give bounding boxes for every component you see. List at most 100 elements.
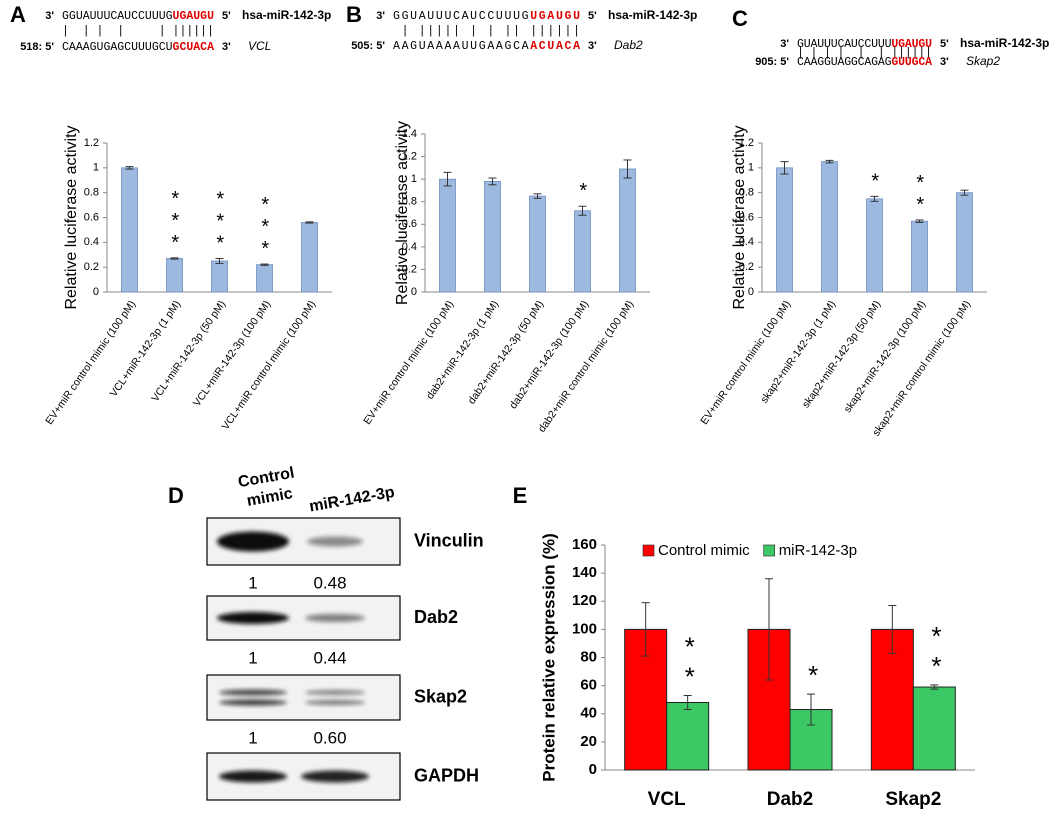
protein-label: Vinculin	[414, 530, 484, 550]
sequence: GGUAUUUCAUCCUUUG	[62, 10, 173, 23]
significance: *	[864, 170, 886, 192]
y-tick-label: 0.2	[739, 261, 754, 273]
x-tick-label: EV+miR control mimic (100 pM)	[43, 298, 138, 427]
pairing: | | | | | | ||||||	[797, 47, 932, 60]
blot-band	[305, 690, 365, 695]
mirna-name: hsa-miR-142-3p	[960, 36, 1049, 50]
sequence: CAAAGUGAGCUUUGCU	[62, 41, 173, 54]
legend-swatch	[642, 544, 655, 557]
band-quantification: 1	[248, 573, 257, 592]
y-tick-label: 0	[589, 761, 597, 778]
seed-sequence: GCUACA	[173, 41, 215, 54]
prime-label: 3'	[588, 40, 597, 52]
blot-band	[217, 612, 289, 624]
band-quantification: 0.60	[313, 728, 346, 747]
y-tick-label: 40	[580, 705, 597, 722]
protein-label: GAPDH	[414, 765, 479, 785]
y-tick-label: 0	[411, 286, 417, 298]
legend-label: miR-142-3p	[779, 542, 857, 559]
prime-label: 3'	[222, 41, 231, 53]
y-tick-label: 0.4	[739, 236, 754, 248]
bar	[439, 178, 456, 293]
y-axis-label: Relative luciferase activity	[63, 125, 80, 309]
x-tick-label: EV+miR control mimic (100 pM)	[361, 298, 456, 427]
blot-band	[219, 770, 287, 783]
x-tick-label: VCL+miR control mimic (100 pM)	[220, 298, 319, 432]
y-tick-label: 1	[748, 162, 754, 174]
band-quantification: 1	[248, 728, 257, 747]
sequence: CAAGGUAGGCAGAG	[797, 56, 892, 69]
bar	[912, 686, 956, 771]
y-tick-label: 0.8	[402, 196, 417, 208]
y-tick-label: 1	[93, 162, 99, 174]
x-tick-label: Skap2	[885, 789, 941, 810]
prime-label: 3'	[940, 56, 949, 68]
y-tick-label: 1.2	[84, 137, 99, 149]
y-tick-label: 0	[748, 286, 754, 298]
legend-swatch	[763, 544, 775, 557]
y-tick-label: 0.8	[84, 187, 99, 199]
significance: *	[798, 660, 828, 690]
y-tick-label: 1.4	[402, 128, 417, 140]
x-tick-label: skap2+miR-142-3p (100 pM)	[842, 298, 929, 415]
panel-label: C	[732, 6, 748, 31]
x-tick-label: dab2+miR-142-3p (100 pM)	[507, 298, 591, 411]
panel-label: A	[10, 2, 26, 27]
y-tick-label: 0.4	[84, 236, 99, 248]
y-tick-label: 0.6	[84, 211, 99, 223]
significance: *	[572, 180, 594, 202]
blot-band	[305, 700, 365, 705]
sequence: GGUAUUUCAUCCUUUG	[393, 10, 529, 23]
bar	[301, 222, 318, 293]
y-axis-label: Relative luciferase activity	[731, 125, 748, 309]
target-sequence: AAGUAAAAUUGAAGCA ACUACA	[393, 40, 580, 53]
prime-label: 5'	[588, 10, 597, 22]
significance: ***	[209, 188, 231, 254]
bar	[619, 168, 636, 293]
blot-band	[217, 531, 289, 552]
significance: **	[921, 621, 951, 681]
seed-sequence: UGAUGU	[173, 10, 215, 23]
y-tick-label: 120	[572, 592, 597, 609]
y-tick-label: 60	[580, 677, 597, 694]
x-tick-label: dab2+miR-142-3p (50 pM)	[466, 298, 547, 406]
bar	[484, 180, 501, 293]
y-tick-label: 0	[93, 286, 99, 298]
sequence: GUAUUUCAUCCUUU	[797, 38, 892, 51]
significance: ***	[254, 194, 276, 260]
y-tick-label: 0.2	[402, 263, 417, 275]
blot-band	[219, 699, 287, 706]
target-sequence: CAAAGUGAGCUUUGCUGCUACA	[62, 41, 214, 54]
legend-label: Control mimic	[658, 542, 750, 559]
x-tick-label: skap2+miR-142-3p (1 pM)	[758, 298, 838, 405]
y-tick-label: 0.8	[739, 187, 754, 199]
y-tick-label: 0.6	[739, 211, 754, 223]
y-tick-label: 160	[572, 536, 597, 553]
significance: **	[675, 631, 705, 691]
bar	[529, 195, 546, 293]
y-axis-label: Protein relative expression (%)	[539, 533, 558, 781]
column-header: miR-142-3p	[308, 484, 396, 516]
position-label: 518: 5'	[20, 41, 54, 53]
prime-label: 3'	[45, 10, 54, 22]
target-sequence: CAAGGUAGGCAGAGGUUGCA	[797, 56, 932, 69]
significance: ***	[164, 188, 186, 254]
x-tick-label: skap2+miR-142-3p (50 pM)	[800, 298, 883, 410]
gene-name: Dab2	[614, 38, 643, 52]
y-tick-label: 140	[572, 564, 597, 581]
y-tick-label: 100	[572, 620, 597, 637]
band-quantification: 0.48	[313, 573, 346, 592]
bar	[821, 161, 838, 293]
x-tick-label: dab2+miR control mimic (100 pM)	[536, 298, 636, 434]
prime-label: 5'	[940, 38, 949, 50]
mirna-name: hsa-miR-142-3p	[242, 8, 331, 22]
bar	[574, 210, 591, 293]
seed-sequence: UGAUGU	[891, 38, 932, 51]
band-quantification: 1	[248, 648, 257, 667]
bar	[166, 258, 183, 293]
panel-label: D	[168, 483, 184, 508]
panel-label: E	[513, 483, 528, 508]
y-tick-label: 1.2	[739, 137, 754, 149]
prime-label: 3'	[376, 10, 385, 22]
x-tick-label: skap2+miR control mimic (100 pM)	[870, 298, 973, 438]
